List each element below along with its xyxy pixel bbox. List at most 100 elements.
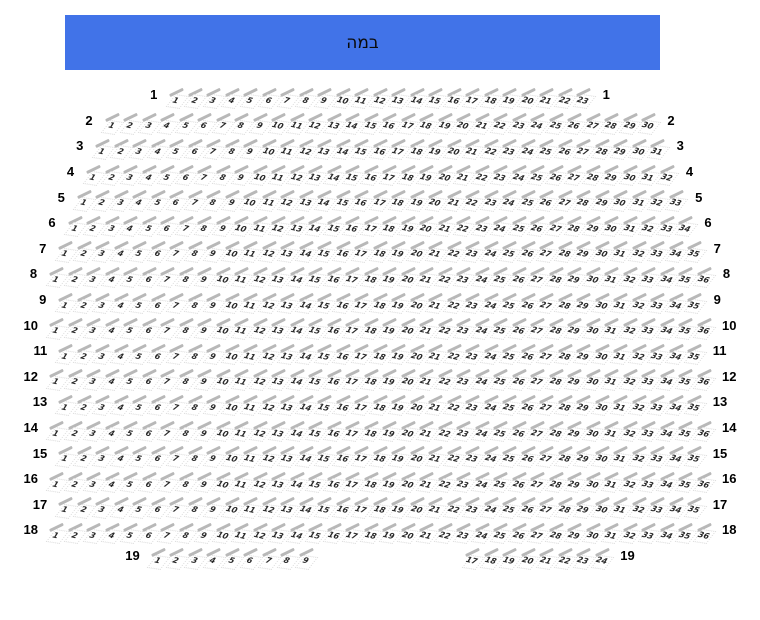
seat[interactable]: 18 (369, 393, 393, 418)
seat[interactable]: 24 (470, 521, 495, 546)
seat[interactable]: 25 (517, 189, 541, 214)
seat[interactable]: 5 (128, 342, 152, 367)
seat[interactable]: 2 (100, 163, 125, 188)
seat[interactable]: 34 (655, 368, 680, 393)
seat[interactable]: 10 (221, 240, 245, 265)
seat[interactable]: 2 (184, 86, 208, 111)
seat[interactable]: 22 (554, 547, 578, 572)
seat[interactable]: 15 (304, 317, 328, 342)
seat[interactable]: 6 (147, 342, 171, 367)
seat[interactable]: 31 (609, 393, 633, 418)
seat[interactable]: 9 (202, 393, 226, 418)
seat[interactable]: 13 (304, 163, 328, 188)
seat[interactable]: 15 (313, 240, 337, 265)
seat[interactable]: 4 (110, 291, 134, 316)
seat[interactable]: 21 (461, 137, 485, 162)
seat[interactable]: 24 (498, 189, 522, 214)
seat[interactable]: 34 (674, 214, 698, 239)
seat[interactable]: 33 (646, 393, 670, 418)
seat[interactable]: 18 (415, 112, 439, 137)
seat[interactable]: 16 (322, 470, 347, 495)
seat[interactable]: 29 (572, 291, 596, 316)
seat[interactable]: 32 (637, 214, 661, 239)
seat[interactable]: 23 (498, 137, 522, 162)
seat[interactable]: 4 (100, 419, 125, 444)
seat[interactable]: 3 (119, 163, 143, 188)
seat[interactable]: 35 (674, 470, 698, 495)
seat[interactable]: 10 (211, 317, 236, 342)
seat[interactable]: 34 (655, 419, 680, 444)
seat[interactable]: 28 (544, 419, 569, 444)
seat[interactable]: 32 (618, 419, 643, 444)
seat[interactable]: 8 (184, 393, 208, 418)
seat[interactable]: 7 (174, 214, 199, 239)
seat[interactable]: 17 (461, 86, 485, 111)
seat[interactable]: 16 (322, 317, 347, 342)
seat[interactable]: 17 (350, 342, 374, 367)
seat[interactable]: 28 (572, 189, 596, 214)
seat[interactable]: 4 (202, 547, 226, 572)
seat[interactable]: 16 (322, 265, 347, 290)
seat[interactable]: 35 (674, 368, 698, 393)
seat[interactable]: 34 (665, 445, 689, 470)
seat[interactable]: 26 (507, 521, 532, 546)
seat[interactable]: 12 (369, 86, 393, 111)
seat[interactable]: 9 (202, 342, 226, 367)
seat[interactable]: 3 (137, 112, 162, 137)
seat[interactable]: 25 (498, 240, 522, 265)
seat[interactable]: 11 (230, 419, 254, 444)
seat[interactable]: 4 (100, 470, 125, 495)
seat[interactable]: 1 (54, 342, 78, 367)
seat[interactable]: 11 (239, 393, 263, 418)
seat[interactable]: 19 (387, 496, 411, 521)
seat[interactable]: 26 (507, 368, 532, 393)
seat[interactable]: 14 (285, 317, 310, 342)
seat[interactable]: 28 (554, 393, 578, 418)
seat[interactable]: 34 (665, 393, 689, 418)
seat[interactable]: 15 (304, 470, 328, 495)
seat[interactable]: 12 (248, 419, 273, 444)
seat[interactable]: 23 (461, 240, 485, 265)
seat[interactable]: 2 (63, 368, 88, 393)
seat[interactable]: 22 (433, 419, 458, 444)
seat[interactable]: 5 (156, 163, 180, 188)
seat[interactable]: 31 (609, 342, 633, 367)
seat[interactable]: 20 (406, 240, 430, 265)
seat[interactable]: 18 (359, 265, 384, 290)
seat[interactable]: 18 (369, 342, 393, 367)
seat[interactable]: 22 (433, 265, 458, 290)
seat[interactable]: 30 (581, 265, 606, 290)
seat[interactable]: 31 (637, 163, 661, 188)
seat[interactable]: 33 (646, 291, 670, 316)
seat[interactable]: 1 (54, 291, 78, 316)
seat[interactable]: 1 (45, 368, 69, 393)
seat[interactable]: 28 (554, 445, 578, 470)
seat[interactable]: 14 (295, 240, 319, 265)
seat[interactable]: 3 (91, 393, 115, 418)
seat[interactable]: 11 (230, 470, 254, 495)
seat[interactable]: 17 (350, 496, 374, 521)
seat[interactable]: 8 (174, 470, 199, 495)
seat[interactable]: 7 (165, 291, 189, 316)
seat[interactable]: 19 (396, 214, 421, 239)
seat[interactable]: 30 (591, 496, 615, 521)
seat[interactable]: 9 (193, 265, 217, 290)
seat[interactable]: 5 (119, 368, 143, 393)
seat[interactable]: 24 (480, 496, 504, 521)
seat[interactable]: 5 (128, 496, 152, 521)
seat[interactable]: 23 (461, 393, 485, 418)
seat[interactable]: 34 (655, 265, 680, 290)
seat[interactable]: 29 (563, 521, 587, 546)
seat[interactable]: 19 (498, 547, 522, 572)
seat[interactable]: 22 (443, 342, 467, 367)
seat[interactable]: 12 (258, 445, 282, 470)
seat[interactable]: 3 (91, 342, 115, 367)
seat[interactable]: 26 (517, 342, 541, 367)
seat[interactable]: 26 (507, 317, 532, 342)
seat[interactable]: 21 (415, 265, 439, 290)
seat[interactable]: 1 (165, 86, 189, 111)
seat[interactable]: 16 (443, 86, 467, 111)
seat[interactable]: 16 (332, 496, 356, 521)
seat[interactable]: 27 (572, 137, 596, 162)
seat[interactable]: 4 (147, 137, 171, 162)
